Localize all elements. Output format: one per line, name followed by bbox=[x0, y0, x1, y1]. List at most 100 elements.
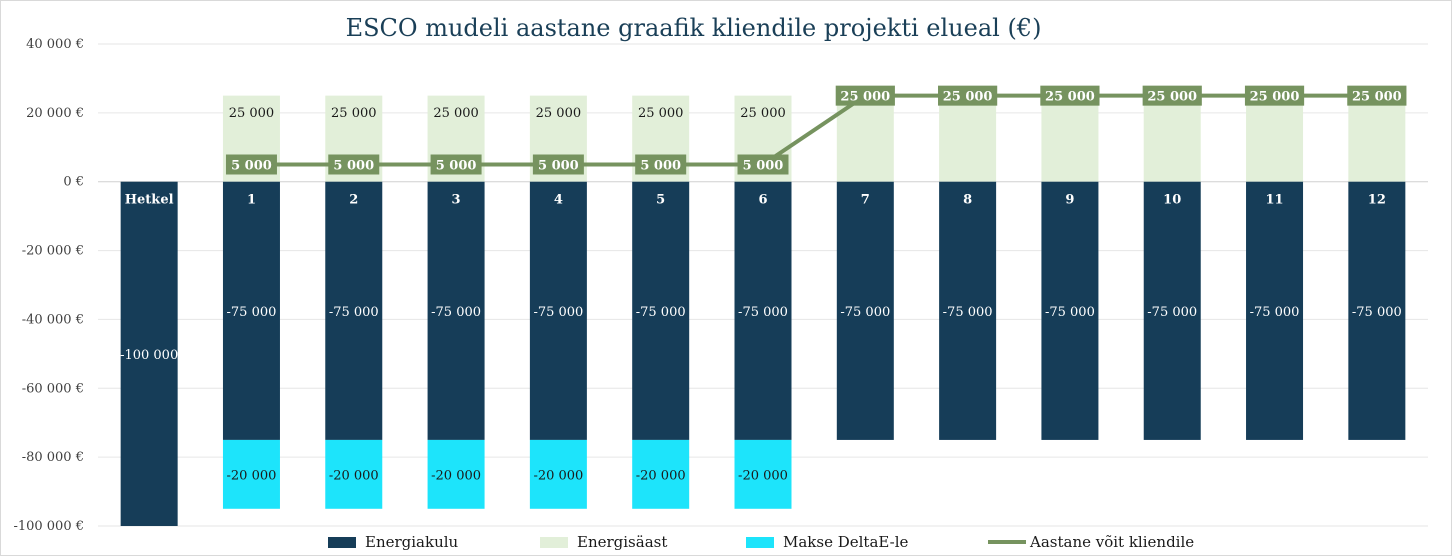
data-label-energiakulu: -75 000 bbox=[1045, 305, 1095, 320]
legend-item-energiakulu: Energiakulu bbox=[328, 531, 458, 553]
data-label-makse-deltae: -20 000 bbox=[431, 468, 481, 483]
bar-energiakulu bbox=[1143, 181, 1201, 440]
data-label-energiakulu: -75 000 bbox=[636, 305, 686, 320]
bar-energiakulu bbox=[325, 181, 383, 440]
data-label-aastane-voit: 5 000 bbox=[333, 159, 374, 174]
line-label-box bbox=[1040, 85, 1100, 106]
data-label-energiakulu: -75 000 bbox=[943, 305, 993, 320]
data-label-energiakulu: -75 000 bbox=[227, 305, 277, 320]
legend-swatch-energisaast bbox=[540, 536, 568, 548]
y-tick-label: 20 000 € bbox=[26, 106, 84, 121]
legend-swatch-makse bbox=[746, 536, 774, 548]
bar-energiakulu bbox=[632, 181, 690, 440]
chart-title: ESCO mudeli aastane graafik kliendile pr… bbox=[345, 14, 1042, 42]
data-label-energisaast: 25 000 bbox=[331, 106, 377, 121]
line-label-box bbox=[835, 85, 895, 106]
data-label-energisaast: 25 000 bbox=[229, 106, 275, 121]
y-tick-label: -60 000 € bbox=[22, 381, 84, 396]
category-label: 9 bbox=[1065, 193, 1074, 208]
category-label: 8 bbox=[963, 193, 972, 208]
bar-energiakulu bbox=[734, 181, 792, 440]
legend-label: Aastane võit kliendile bbox=[1030, 533, 1195, 551]
y-tick-label: -20 000 € bbox=[22, 244, 84, 259]
category-label: 5 bbox=[656, 193, 665, 208]
bar-makse-deltae bbox=[529, 439, 587, 509]
bar-energiakulu bbox=[529, 181, 587, 440]
bar-energiakulu bbox=[427, 181, 485, 440]
bar-energisaast bbox=[939, 95, 997, 182]
legend-item-makse: Makse DeltaE-le bbox=[746, 531, 908, 553]
legend-label: Energisäast bbox=[577, 533, 668, 551]
data-label-energisaast: 25 000 bbox=[433, 106, 479, 121]
data-label-energiakulu: -75 000 bbox=[431, 305, 481, 320]
y-tick-label: -80 000 € bbox=[22, 450, 84, 465]
data-label-energiakulu: -100 000 bbox=[120, 348, 178, 363]
line-label-box bbox=[938, 85, 998, 106]
data-label-makse-deltae: -20 000 bbox=[227, 468, 277, 483]
data-label-aastane-voit: 5 000 bbox=[436, 159, 477, 174]
line-label-box bbox=[635, 154, 687, 175]
y-tick-label: -100 000 € bbox=[13, 519, 84, 530]
category-label: 2 bbox=[349, 193, 358, 208]
data-label-aastane-voit: 5 000 bbox=[538, 159, 579, 174]
bar-energiakulu bbox=[120, 181, 178, 526]
data-label-aastane-voit: 25 000 bbox=[1045, 90, 1095, 105]
data-label-makse-deltae: -20 000 bbox=[738, 468, 788, 483]
line-label-box bbox=[430, 154, 482, 175]
category-label: 11 bbox=[1265, 193, 1283, 208]
bar-energiakulu bbox=[222, 181, 280, 440]
bar-energisaast bbox=[1143, 95, 1201, 182]
category-label: 12 bbox=[1368, 193, 1386, 208]
data-label-makse-deltae: -20 000 bbox=[533, 468, 583, 483]
data-label-aastane-voit: 25 000 bbox=[1147, 90, 1197, 105]
legend-label: Makse DeltaE-le bbox=[783, 533, 909, 551]
data-label-energisaast: 25 000 bbox=[536, 106, 582, 121]
category-label: Hetkel bbox=[125, 193, 174, 208]
y-tick-label: 0 € bbox=[63, 175, 84, 190]
series-line-aastane-voit bbox=[251, 93, 1377, 167]
data-label-aastane-voit: 25 000 bbox=[1250, 90, 1300, 105]
bar-energiakulu bbox=[939, 181, 997, 440]
bar-makse-deltae bbox=[734, 439, 792, 509]
bar-energiakulu bbox=[1246, 181, 1304, 440]
chart-plot: 40 000 € 20 000 € 0 € -20 000 € -40 000 € -60… bbox=[13, 37, 1428, 530]
category-label: 10 bbox=[1163, 193, 1181, 208]
bar-energiakulu bbox=[836, 181, 894, 440]
y-tick-label: 40 000 € bbox=[26, 37, 84, 52]
bar-energisaast bbox=[1246, 95, 1304, 182]
data-label-energiakulu: -75 000 bbox=[738, 305, 788, 320]
bar-energisaast bbox=[1041, 95, 1099, 182]
data-label-energiakulu: -75 000 bbox=[1352, 305, 1402, 320]
data-label-energiakulu: -75 000 bbox=[840, 305, 890, 320]
bar-energiakulu bbox=[1041, 181, 1099, 440]
y-tick-label: -40 000 € bbox=[22, 312, 84, 327]
legend-swatch-aastane-voit bbox=[988, 540, 1026, 544]
category-label: 4 bbox=[554, 193, 563, 208]
data-label-energiakulu: -75 000 bbox=[329, 305, 379, 320]
data-label-makse-deltae: -20 000 bbox=[329, 468, 379, 483]
data-label-energisaast: 25 000 bbox=[740, 106, 786, 121]
bar-energiakulu bbox=[1348, 181, 1406, 440]
data-label-energisaast: 25 000 bbox=[638, 106, 684, 121]
bar-makse-deltae bbox=[427, 439, 485, 509]
line-label-box bbox=[1347, 85, 1407, 106]
bar-makse-deltae bbox=[325, 439, 383, 509]
bar-makse-deltae bbox=[222, 439, 280, 509]
legend-item-aastane-voit: Aastane võit kliendile bbox=[988, 531, 1194, 553]
category-label: 7 bbox=[861, 193, 870, 208]
category-label: 6 bbox=[758, 193, 767, 208]
data-label-aastane-voit: 25 000 bbox=[840, 90, 890, 105]
line-label-box bbox=[225, 154, 277, 175]
data-label-aastane-voit: 25 000 bbox=[943, 90, 993, 105]
data-label-energiakulu: -75 000 bbox=[533, 305, 583, 320]
data-label-energiakulu: -75 000 bbox=[1147, 305, 1197, 320]
data-label-energiakulu: -75 000 bbox=[1250, 305, 1300, 320]
legend: Energiakulu Energisäast Makse DeltaE-le … bbox=[0, 531, 1454, 553]
line-label-box bbox=[1244, 85, 1305, 106]
line-label-box bbox=[1142, 85, 1202, 106]
bar-energisaast bbox=[1348, 95, 1406, 182]
data-label-aastane-voit: 25 000 bbox=[1352, 90, 1402, 105]
legend-item-energisaast: Energisäast bbox=[540, 531, 667, 553]
bar-makse-deltae bbox=[632, 439, 690, 509]
